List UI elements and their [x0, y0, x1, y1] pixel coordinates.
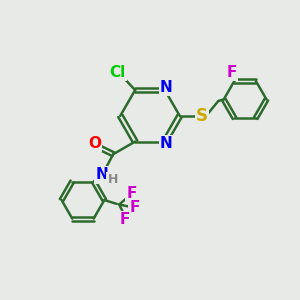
Text: S: S: [196, 107, 208, 125]
Text: O: O: [88, 136, 101, 151]
Text: N: N: [160, 136, 173, 152]
Text: F: F: [119, 212, 130, 227]
Text: H: H: [107, 173, 118, 186]
Text: F: F: [226, 65, 237, 80]
Text: F: F: [130, 200, 140, 215]
Text: F: F: [127, 186, 137, 201]
Text: Cl: Cl: [109, 65, 125, 80]
Text: N: N: [96, 167, 108, 182]
Text: N: N: [160, 80, 173, 95]
